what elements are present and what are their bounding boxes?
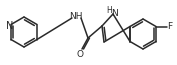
Text: O: O [76,50,84,58]
Text: NH: NH [69,12,83,20]
Text: N: N [112,9,118,17]
Text: N: N [6,20,14,30]
Text: H: H [106,6,112,14]
Text: F: F [167,22,173,31]
